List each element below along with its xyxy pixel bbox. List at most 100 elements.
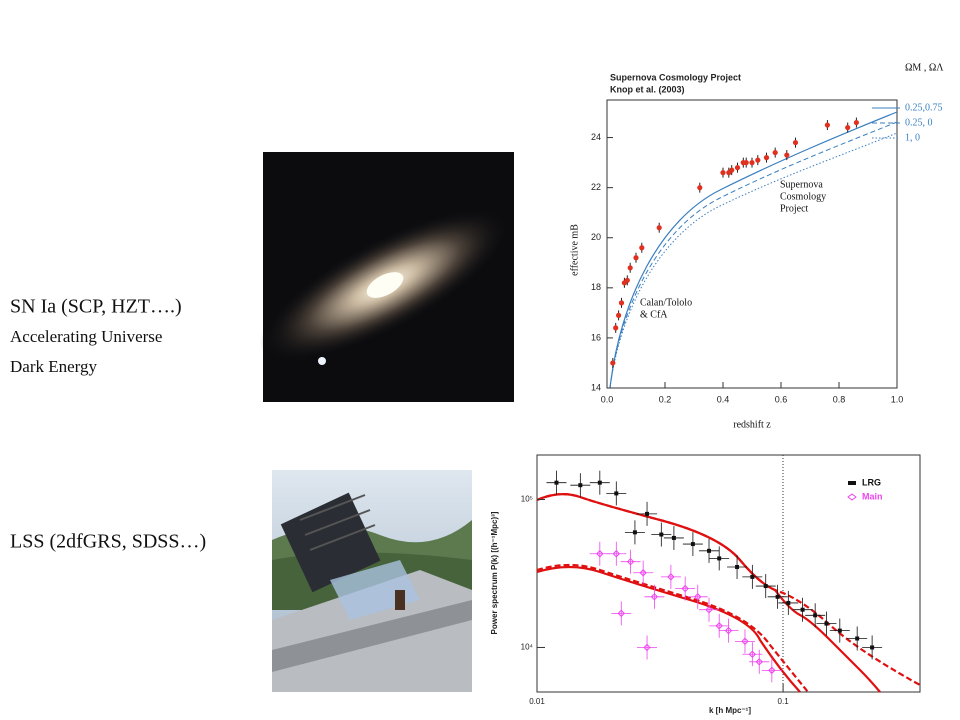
lrg-point <box>735 564 740 569</box>
legend-swatch <box>847 493 857 501</box>
sn-point <box>792 139 799 146</box>
sn-point <box>755 157 761 163</box>
lrg-point <box>597 480 602 485</box>
lrg-point <box>750 574 755 579</box>
plot-subtitle: Knop et al. (2003) <box>610 84 685 94</box>
y-tick-label: 16 <box>591 332 601 342</box>
main-point <box>612 550 621 558</box>
lrg-point <box>554 480 559 485</box>
main-point <box>715 622 723 630</box>
plot-title: Supernova Cosmology Project <box>610 72 741 82</box>
x-tick-label: 0.8 <box>833 394 846 404</box>
sn-point <box>720 170 726 176</box>
lrg-point <box>813 613 818 618</box>
sn-point <box>627 265 633 271</box>
main-point <box>643 643 651 652</box>
item-line: Dark Energy <box>10 357 98 376</box>
item-title: LSS (2dfGRS, SDSS…) <box>10 531 206 553</box>
annotation: & CfA <box>640 309 668 320</box>
main-point <box>748 650 757 658</box>
lrg-point <box>717 556 722 561</box>
main-point <box>667 573 675 581</box>
sn-point <box>618 300 625 306</box>
telescope-image <box>272 470 472 692</box>
y-tick-label: 10⁴ <box>521 643 534 652</box>
annotation: Supernova <box>780 179 823 190</box>
main-point <box>768 666 776 675</box>
sn-point <box>743 160 749 166</box>
main-point <box>596 550 604 558</box>
sn-point <box>784 152 790 158</box>
lrg-point <box>671 535 676 540</box>
lrg-point <box>837 628 842 633</box>
legend-entry: 0.25,0.75 <box>905 102 943 113</box>
ps-model-curves <box>536 493 921 693</box>
main-point <box>724 626 733 635</box>
x-tick-label: 0.4 <box>717 394 730 404</box>
y-tick-label: 22 <box>591 182 601 192</box>
lrg-point <box>690 542 695 547</box>
sn-point <box>616 312 622 318</box>
annotation: Cosmology <box>780 191 826 202</box>
x-tick-label: 0.1 <box>778 697 790 706</box>
x-tick-label: 0.0 <box>601 394 614 404</box>
sn-plot-bg <box>565 70 915 440</box>
sn-point <box>772 149 778 156</box>
x-axis-label: k [h Mpc⁻¹] <box>709 706 751 715</box>
main-point <box>639 569 647 577</box>
item-line: Accelerating Universe <box>10 327 162 346</box>
sn-point <box>610 360 616 366</box>
main-point <box>755 658 763 666</box>
lrg-point <box>775 594 780 599</box>
y-axis-label: effective mB <box>569 224 580 276</box>
lrg-point <box>659 532 664 537</box>
sn-point <box>749 160 755 166</box>
sn-point <box>613 325 619 331</box>
legend-swatch <box>848 481 856 485</box>
main-point <box>741 637 749 646</box>
legend-entry: 1, 0 <box>905 132 920 143</box>
lrg-point <box>614 491 619 496</box>
y-tick-label: 14 <box>591 382 601 392</box>
main-point <box>626 557 635 566</box>
x-tick-label: 0.6 <box>775 394 788 404</box>
sn-model-curves <box>609 107 900 389</box>
sn-point <box>729 167 735 173</box>
sn-point <box>624 277 630 283</box>
y-tick-label: 18 <box>591 282 601 292</box>
lrg-point <box>800 607 805 612</box>
lrg-point <box>632 530 637 535</box>
legend-header: ΩM , ΩΛ <box>905 62 944 73</box>
lrg-point <box>645 511 650 516</box>
annotation: Project <box>780 203 809 214</box>
lrg-point <box>578 483 583 488</box>
sn-point <box>734 165 741 171</box>
main-point <box>705 605 713 614</box>
sn-point <box>763 155 770 161</box>
sn-point <box>697 185 703 191</box>
x-tick-label: 0.01 <box>529 697 545 706</box>
main-point <box>650 593 659 601</box>
x-tick-label: 0.2 <box>659 394 672 404</box>
lrg-point <box>855 636 860 641</box>
legend-entry: LRG <box>862 477 881 487</box>
main-point <box>681 584 689 593</box>
sn-plot-frame <box>606 99 898 389</box>
y-axis-label: Power spectrum P(k) [(h⁻¹Mpc)³] <box>490 511 499 634</box>
galaxy-image <box>259 152 514 402</box>
lrg-point <box>824 621 829 626</box>
item-title: SN Ia (SCP, HZT….) <box>10 296 182 318</box>
sn-point <box>639 245 645 251</box>
y-tick-label: 10⁵ <box>521 495 533 504</box>
lrg-point <box>786 600 791 605</box>
annotation: Calan/Tololo <box>640 297 692 308</box>
sn-point <box>656 225 662 231</box>
sn-point <box>845 124 851 131</box>
sn-point <box>633 255 639 261</box>
y-tick-label: 20 <box>591 232 601 242</box>
x-tick-label: 1.0 <box>891 394 904 404</box>
y-tick-label: 24 <box>591 132 601 142</box>
lrg-point <box>707 548 712 553</box>
